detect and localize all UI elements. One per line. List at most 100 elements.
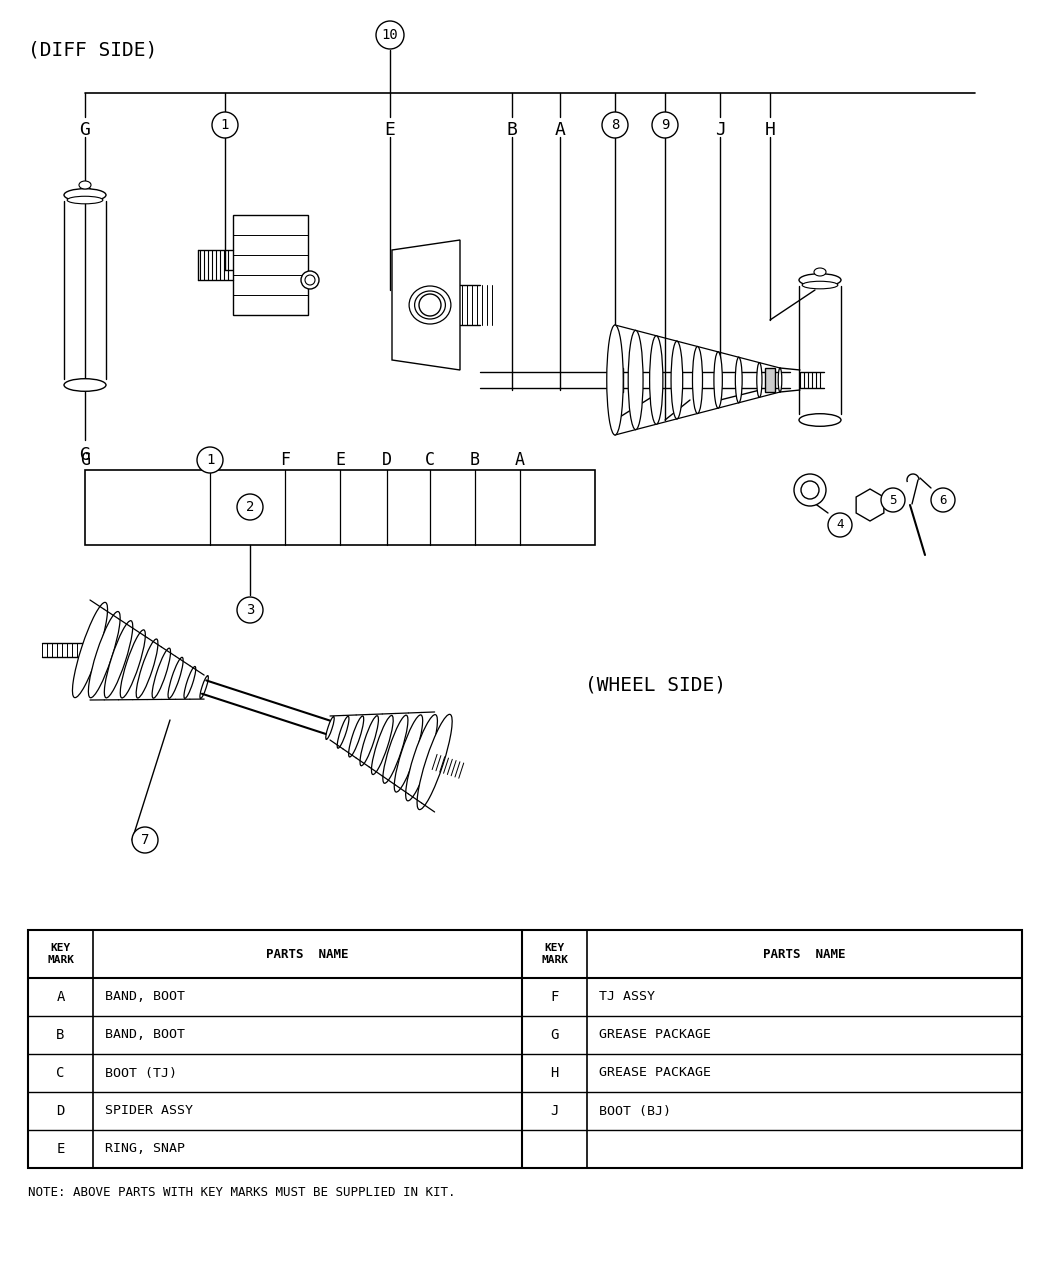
Ellipse shape — [394, 715, 423, 792]
Bar — [232, 215, 308, 315]
Text: G: G — [80, 121, 90, 139]
Bar — [28, 930, 1022, 1168]
Text: 1: 1 — [220, 117, 229, 132]
Ellipse shape — [88, 612, 120, 697]
Ellipse shape — [337, 716, 349, 748]
Circle shape — [237, 494, 262, 520]
Ellipse shape — [301, 271, 319, 289]
Circle shape — [212, 112, 238, 138]
Circle shape — [794, 474, 826, 506]
Ellipse shape — [607, 326, 624, 435]
Ellipse shape — [64, 379, 106, 391]
Text: NOTE: ABOVE PARTS WITH KEY MARKS MUST BE SUPPLIED IN KIT.: NOTE: ABOVE PARTS WITH KEY MARKS MUST BE… — [28, 1186, 456, 1199]
Ellipse shape — [417, 714, 453, 810]
Circle shape — [801, 481, 819, 499]
Circle shape — [602, 112, 628, 138]
Text: BAND, BOOT: BAND, BOOT — [105, 991, 185, 1004]
Text: E: E — [335, 451, 345, 469]
Text: SPIDER ASSY: SPIDER ASSY — [105, 1105, 193, 1117]
Text: BOOT (TJ): BOOT (TJ) — [105, 1066, 177, 1079]
Ellipse shape — [714, 352, 722, 409]
Text: H: H — [550, 1066, 559, 1080]
Ellipse shape — [778, 368, 782, 392]
Circle shape — [652, 112, 678, 138]
Text: TJ ASSY: TJ ASSY — [598, 991, 655, 1004]
Text: E: E — [384, 121, 396, 139]
Circle shape — [931, 488, 956, 512]
Text: A: A — [554, 121, 566, 139]
Bar — [765, 368, 775, 392]
Text: D: D — [57, 1105, 65, 1117]
Text: 1: 1 — [206, 453, 214, 467]
Ellipse shape — [628, 331, 643, 429]
Text: GREASE PACKAGE: GREASE PACKAGE — [598, 1028, 711, 1042]
Text: F: F — [550, 990, 559, 1004]
Bar — [613, 368, 623, 392]
Ellipse shape — [671, 341, 682, 419]
Text: B: B — [57, 1028, 65, 1042]
Text: 3: 3 — [246, 603, 254, 617]
Ellipse shape — [104, 621, 132, 697]
Text: 5: 5 — [889, 493, 897, 507]
Ellipse shape — [360, 715, 378, 766]
Ellipse shape — [79, 181, 91, 189]
Text: A: A — [57, 990, 65, 1004]
Text: BAND, BOOT: BAND, BOOT — [105, 1028, 185, 1042]
Text: G: G — [80, 446, 90, 464]
Circle shape — [376, 20, 404, 49]
Text: A: A — [514, 451, 525, 469]
Ellipse shape — [405, 715, 438, 801]
Text: J: J — [715, 121, 726, 139]
Circle shape — [828, 513, 852, 538]
Text: PARTS  NAME: PARTS NAME — [763, 948, 845, 960]
Ellipse shape — [168, 658, 183, 699]
Circle shape — [237, 598, 262, 623]
Ellipse shape — [735, 358, 742, 402]
Text: 9: 9 — [660, 117, 669, 132]
Text: G: G — [80, 451, 90, 469]
Circle shape — [197, 447, 223, 472]
Ellipse shape — [64, 189, 106, 202]
Text: BOOT (BJ): BOOT (BJ) — [598, 1105, 671, 1117]
Polygon shape — [856, 489, 884, 521]
Text: 2: 2 — [246, 501, 254, 515]
Text: 10: 10 — [381, 28, 398, 42]
Text: H: H — [764, 121, 776, 139]
Circle shape — [132, 827, 158, 853]
Ellipse shape — [200, 676, 208, 699]
Text: E: E — [57, 1142, 65, 1156]
Text: (DIFF SIDE): (DIFF SIDE) — [28, 41, 158, 60]
Text: B: B — [506, 121, 518, 139]
Text: D: D — [382, 451, 392, 469]
Text: GREASE PACKAGE: GREASE PACKAGE — [598, 1066, 711, 1079]
Text: RING, SNAP: RING, SNAP — [105, 1143, 185, 1156]
Ellipse shape — [802, 281, 838, 289]
Text: F: F — [280, 451, 290, 469]
Text: B: B — [470, 451, 480, 469]
Text: C: C — [57, 1066, 65, 1080]
Text: 4: 4 — [836, 518, 844, 531]
Bar — [85, 470, 595, 545]
Ellipse shape — [72, 603, 107, 697]
Circle shape — [881, 488, 905, 512]
Ellipse shape — [136, 638, 158, 699]
Text: G: G — [550, 1028, 559, 1042]
Ellipse shape — [693, 346, 702, 414]
Text: 7: 7 — [141, 833, 149, 847]
Ellipse shape — [419, 294, 441, 315]
Text: 8: 8 — [611, 117, 619, 132]
Ellipse shape — [799, 273, 841, 286]
Ellipse shape — [67, 197, 103, 204]
Ellipse shape — [326, 716, 334, 739]
Polygon shape — [392, 240, 460, 370]
Ellipse shape — [814, 268, 826, 276]
Ellipse shape — [152, 649, 170, 699]
Ellipse shape — [650, 336, 663, 424]
Ellipse shape — [121, 630, 145, 699]
Ellipse shape — [184, 667, 195, 699]
Text: KEY
MARK: KEY MARK — [47, 942, 74, 965]
Text: 6: 6 — [940, 493, 947, 507]
Text: PARTS  NAME: PARTS NAME — [267, 948, 349, 960]
Ellipse shape — [304, 275, 315, 285]
Ellipse shape — [372, 715, 393, 775]
